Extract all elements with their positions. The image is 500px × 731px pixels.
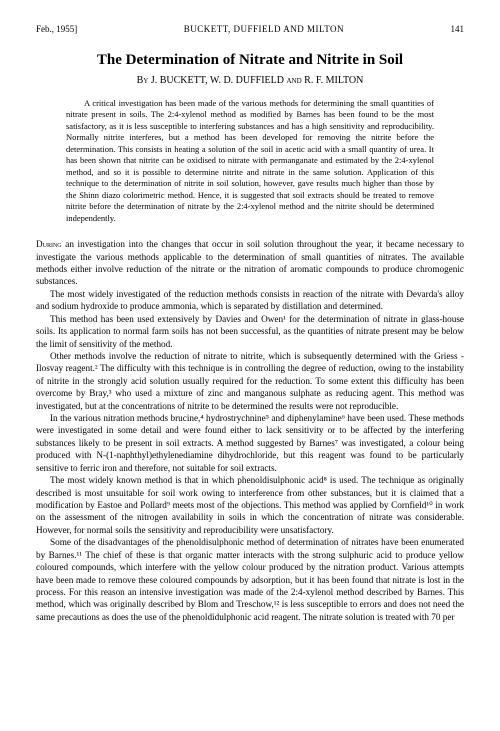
authors-names: J. BUCKETT, W. D. DUFFIELD and R. F. MIL…: [151, 75, 364, 86]
paragraph-3: This method has been used extensively by…: [36, 313, 464, 350]
header-authors: BUCKETT, DUFFIELD AND MILTON: [77, 24, 450, 34]
article-title: The Determination of Nitrate and Nitrite…: [36, 52, 464, 69]
paragraph-2: The most widely investigated of the redu…: [36, 288, 464, 313]
paragraph-1: During an investigation into the changes…: [36, 238, 464, 288]
authors-prefix: By: [137, 75, 151, 86]
paragraph-6: The most widely known method is that in …: [36, 474, 464, 536]
paragraph-5: In the various nitration methods brucine…: [36, 412, 464, 474]
page-number: 141: [451, 24, 465, 34]
paragraph-lead: During: [36, 239, 62, 249]
abstract: A critical investigation has been made o…: [66, 98, 434, 224]
running-header: Feb., 1955] BUCKETT, DUFFIELD AND MILTON…: [36, 24, 464, 34]
paragraph-7: Some of the disadvantages of the phenold…: [36, 536, 464, 623]
journal-page: Feb., 1955] BUCKETT, DUFFIELD AND MILTON…: [0, 0, 500, 643]
paragraph-4: Other methods involve the reduction of n…: [36, 350, 464, 412]
article-authors: By J. BUCKETT, W. D. DUFFIELD and R. F. …: [36, 75, 464, 86]
article-body: During an investigation into the changes…: [36, 238, 464, 623]
paragraph-text: an investigation into the changes that o…: [36, 239, 464, 286]
header-date: Feb., 1955]: [36, 24, 77, 34]
